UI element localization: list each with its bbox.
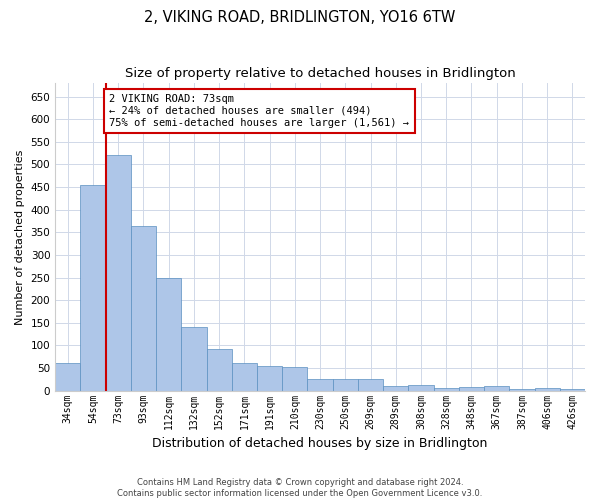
Bar — [232, 362, 257, 390]
Bar — [484, 386, 509, 390]
Bar — [156, 278, 181, 390]
Bar — [80, 185, 106, 390]
Bar — [307, 380, 332, 390]
Title: Size of property relative to detached houses in Bridlington: Size of property relative to detached ho… — [125, 68, 515, 80]
Bar — [131, 226, 156, 390]
Bar — [181, 328, 206, 390]
Text: 2, VIKING ROAD, BRIDLINGTON, YO16 6TW: 2, VIKING ROAD, BRIDLINGTON, YO16 6TW — [145, 10, 455, 25]
Bar — [535, 388, 560, 390]
Y-axis label: Number of detached properties: Number of detached properties — [15, 149, 25, 324]
Bar — [282, 366, 307, 390]
Text: Contains HM Land Registry data © Crown copyright and database right 2024.
Contai: Contains HM Land Registry data © Crown c… — [118, 478, 482, 498]
Bar — [55, 362, 80, 390]
Bar — [206, 349, 232, 391]
X-axis label: Distribution of detached houses by size in Bridlington: Distribution of detached houses by size … — [152, 437, 488, 450]
Bar — [459, 388, 484, 390]
Bar — [383, 386, 409, 390]
Bar — [434, 388, 459, 390]
Bar — [257, 366, 282, 390]
Bar — [358, 380, 383, 390]
Bar — [332, 380, 358, 390]
Text: 2 VIKING ROAD: 73sqm
← 24% of detached houses are smaller (494)
75% of semi-deta: 2 VIKING ROAD: 73sqm ← 24% of detached h… — [109, 94, 409, 128]
Bar — [106, 156, 131, 390]
Bar — [409, 385, 434, 390]
